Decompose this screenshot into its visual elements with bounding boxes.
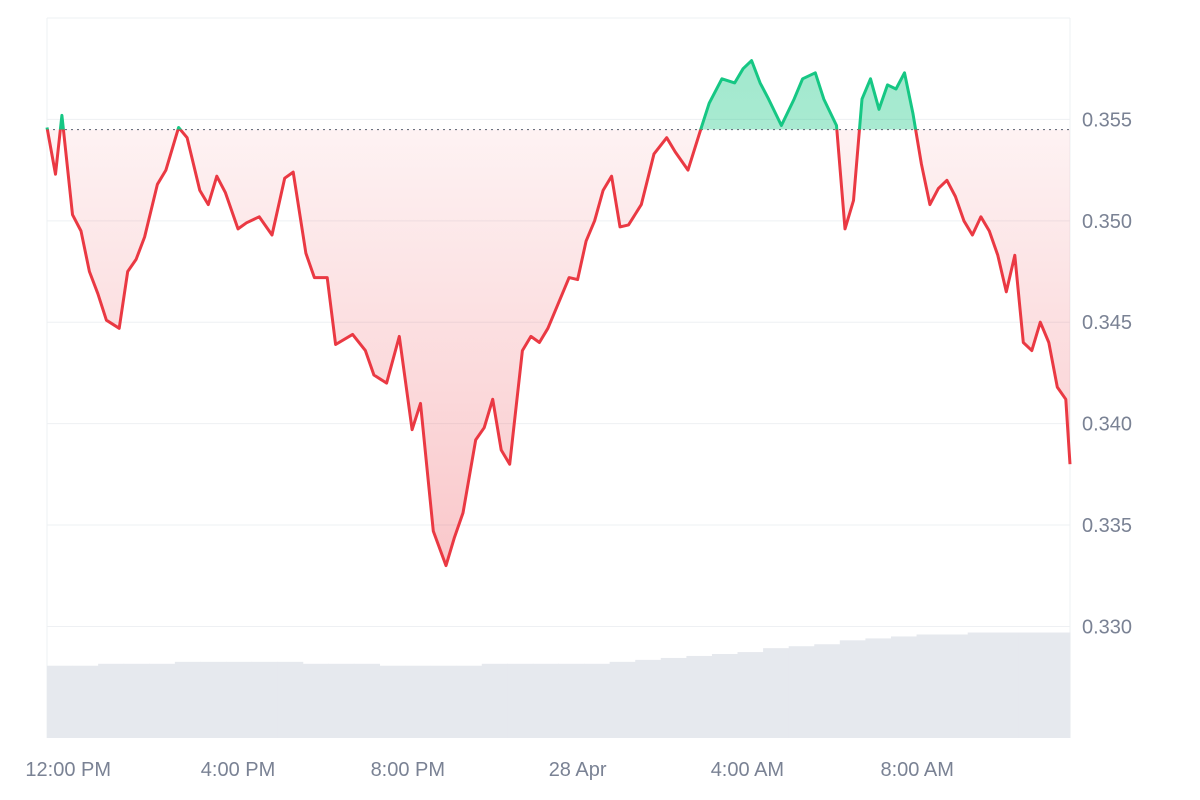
volume-bar <box>1018 632 1045 738</box>
volume-bar <box>609 661 636 738</box>
x-tick-label: 8:00 AM <box>880 759 953 781</box>
volume-bar <box>635 659 662 738</box>
volume-bar <box>328 663 355 738</box>
volume-bar <box>226 661 253 738</box>
price-line <box>45 59 1072 568</box>
volume-bar <box>967 632 994 738</box>
volume-bar <box>200 661 227 738</box>
volume-bar <box>865 638 892 738</box>
x-tick-label: 8:00 PM <box>371 759 445 781</box>
volume-bar <box>507 663 534 738</box>
volume-bar <box>788 646 815 738</box>
volume-bar <box>686 655 713 738</box>
below-open-area <box>47 129 1070 566</box>
volume-bar <box>123 663 150 738</box>
volume-bar <box>47 665 74 738</box>
x-axis-labels: 12:00 PM 4:00 PM 8:00 PM 28 Apr 4:00 AM 8:00 … <box>25 759 953 781</box>
volume-bar <box>1044 632 1071 738</box>
x-tick-label: 12:00 PM <box>25 759 111 781</box>
volume-bar <box>711 654 739 738</box>
volume-bar <box>430 665 457 738</box>
x-tick-label: 28 Apr <box>549 759 607 781</box>
price-line-below <box>45 129 1072 568</box>
volume-bar <box>149 663 176 738</box>
volume-bar <box>660 657 687 738</box>
x-tick-label: 4:00 PM <box>201 759 275 781</box>
volume-bar <box>302 663 329 738</box>
y-tick-label: 0.330 <box>1082 616 1132 638</box>
volume-bar <box>993 632 1020 738</box>
volume-bar <box>481 663 508 738</box>
volume-bar <box>814 644 841 738</box>
volume-bar <box>174 661 201 738</box>
volume-bar <box>251 661 278 738</box>
y-tick-label: 0.340 <box>1082 414 1132 436</box>
volume-bar <box>353 663 380 738</box>
y-tick-label: 0.345 <box>1082 312 1132 334</box>
volume-bar <box>942 634 969 738</box>
volume-bar <box>277 661 304 738</box>
volume-bar <box>379 665 406 738</box>
volume-bar <box>839 640 866 738</box>
y-tick-label: 0.350 <box>1082 211 1132 233</box>
volume-bar <box>763 648 790 738</box>
x-tick-label: 4:00 AM <box>711 759 784 781</box>
volume-bar <box>405 665 432 738</box>
volume-bars <box>47 632 1071 738</box>
y-tick-label: 0.335 <box>1082 515 1132 537</box>
above-open-area <box>47 60 1070 130</box>
volume-bar <box>98 663 125 738</box>
volume-bar <box>890 636 918 738</box>
volume-bar <box>532 663 559 738</box>
y-tick-label: 0.355 <box>1082 109 1132 131</box>
volume-bar <box>558 663 585 738</box>
price-area <box>47 60 1070 566</box>
volume-bar <box>584 663 611 738</box>
volume-bar <box>916 634 943 738</box>
volume-bar <box>456 665 483 738</box>
volume-bar <box>72 665 99 738</box>
volume-bar <box>737 652 764 738</box>
y-axis-labels: 0.330 0.335 0.340 0.345 0.350 0.355 <box>1082 109 1132 638</box>
